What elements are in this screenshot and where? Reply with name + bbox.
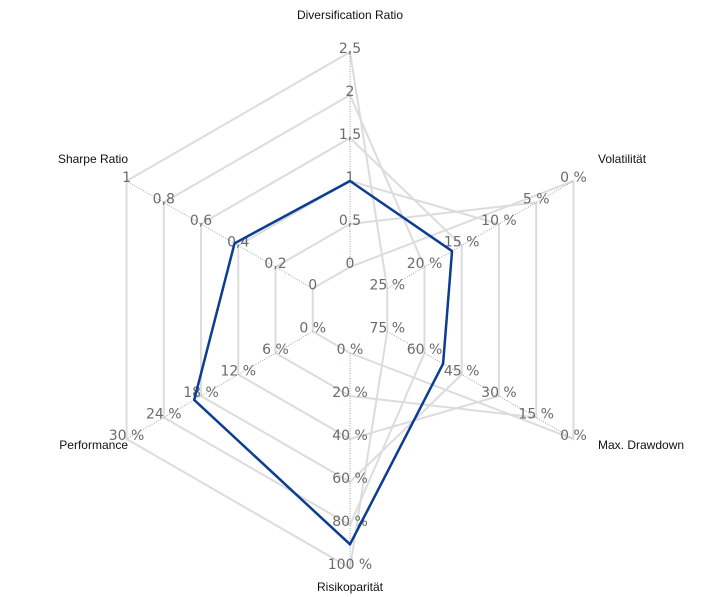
- series-line: [192, 179, 454, 546]
- tick-label: 0 %: [560, 170, 587, 186]
- tick-label: 0,6: [190, 213, 212, 229]
- tick-label: 30 %: [481, 385, 517, 401]
- axis-name: Max. Drawdown: [598, 438, 684, 452]
- axis-name: Diversification Ratio: [297, 8, 403, 22]
- tick-label: 2,5: [339, 41, 361, 57]
- axis-line: [126, 180, 314, 289]
- axis-name: Performance: [59, 438, 128, 452]
- tick-label: 1,5: [339, 127, 361, 143]
- tick-label: 60 %: [332, 471, 368, 487]
- tick-label: 2: [346, 84, 355, 100]
- tick-label: 30 %: [109, 428, 145, 444]
- tick-label: 75 %: [369, 321, 405, 337]
- tick-label: 1: [122, 170, 131, 186]
- tick-label: 20 %: [407, 256, 443, 272]
- tick-label: 0 %: [299, 321, 326, 337]
- tick-label: 0: [346, 256, 355, 272]
- axis-line: [126, 331, 314, 440]
- tick-label: 1: [346, 170, 355, 186]
- tick-label: 0: [308, 278, 317, 294]
- tick-label: 0,8: [153, 192, 175, 208]
- tick-label: 40 %: [332, 428, 368, 444]
- tick-label: 6 %: [262, 342, 289, 358]
- tick-label: 0,2: [264, 256, 286, 272]
- tick-label: 24 %: [146, 407, 182, 423]
- axis-name: Sharpe Ratio: [58, 152, 128, 166]
- tick-label: 12 %: [220, 364, 256, 380]
- axis-name: Risikoparität: [317, 580, 384, 594]
- tick-label: 60 %: [407, 342, 443, 358]
- tick-label: 15 %: [518, 407, 554, 423]
- grid-ring: [162, 93, 426, 527]
- tick-label: 10 %: [481, 213, 517, 229]
- tick-label: 0 %: [560, 428, 587, 444]
- axis-line: [386, 331, 574, 440]
- axis-name: Volatilität: [598, 152, 647, 166]
- tick-label: 18 %: [183, 385, 219, 401]
- tick-label: 100 %: [328, 557, 372, 573]
- axis-line: [386, 180, 574, 289]
- tick-label: 20 %: [332, 385, 368, 401]
- tick-label: 5 %: [523, 192, 550, 208]
- tick-label: 45 %: [444, 364, 480, 380]
- tick-label: 15 %: [444, 235, 480, 251]
- tick-label: 25 %: [369, 278, 405, 294]
- tick-label: 0,5: [339, 213, 361, 229]
- tick-label: 0 %: [337, 342, 364, 358]
